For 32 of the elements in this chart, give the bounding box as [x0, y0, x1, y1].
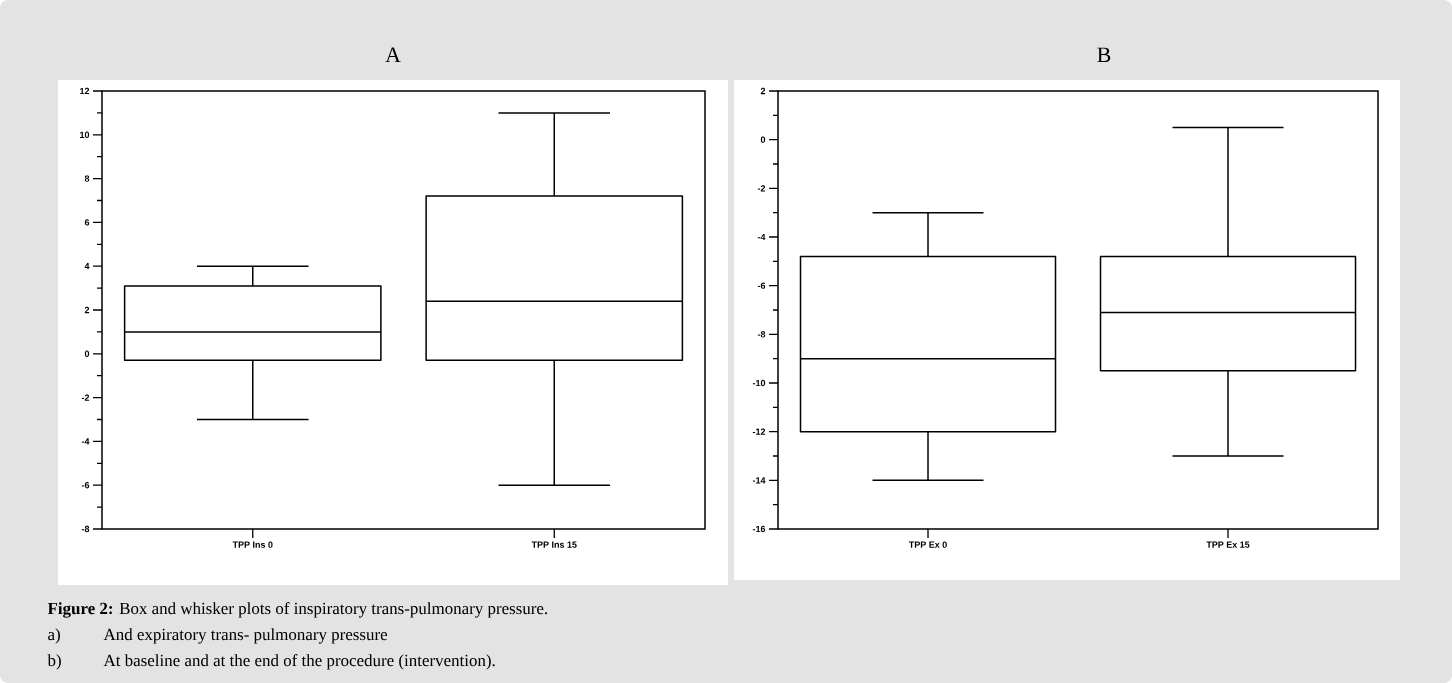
y-tick-label: -8: [757, 331, 766, 338]
y-tick-label: -4: [757, 233, 766, 241]
y-tick-label: 4: [84, 263, 90, 270]
y-tick-label: -2: [757, 185, 766, 192]
y-tick-label: 2: [84, 306, 90, 314]
y-tick-label: -6: [757, 282, 766, 289]
text: And expiratory trans- pulmonary pressure: [103, 628, 388, 644]
y-tick-label: 8: [84, 175, 90, 182]
y-tick-label: -10: [752, 379, 766, 387]
y-tick-label: 0: [760, 136, 766, 143]
text: At baseline and at the end of the procedure (intervention).: [103, 654, 495, 670]
y-tick-label: 0: [84, 350, 90, 357]
y-tick-label: -14: [752, 477, 766, 484]
chart-title: A: [385, 47, 401, 62]
x-tick-label: TPP Ins 0: [232, 541, 273, 548]
x-tick-label: TPP Ex 0: [908, 541, 947, 548]
y-tick-label: -16: [752, 525, 766, 533]
y-tick-label: 12: [80, 87, 90, 95]
x-tick-label: TPP Ex 15: [1206, 541, 1250, 548]
y-tick-label: 6: [84, 219, 90, 226]
text: Figure 2: Box and whisker plots of inspiratory trans-pulmonary pressure.: [47, 602, 548, 618]
y-tick-label: 2: [760, 87, 766, 95]
y-tick-label: -12: [752, 428, 766, 435]
x-tick-label: TPP Ins 15: [531, 541, 577, 548]
y-tick-label: -4: [81, 438, 90, 445]
chart-title: B: [1097, 47, 1111, 63]
y-tick-label: -2: [81, 394, 90, 401]
text: a): [48, 628, 60, 644]
text: b): [47, 654, 61, 670]
y-tick-label: -6: [81, 482, 90, 489]
y-tick-label: 10: [80, 131, 90, 138]
y-tick-label: -8: [81, 525, 90, 533]
